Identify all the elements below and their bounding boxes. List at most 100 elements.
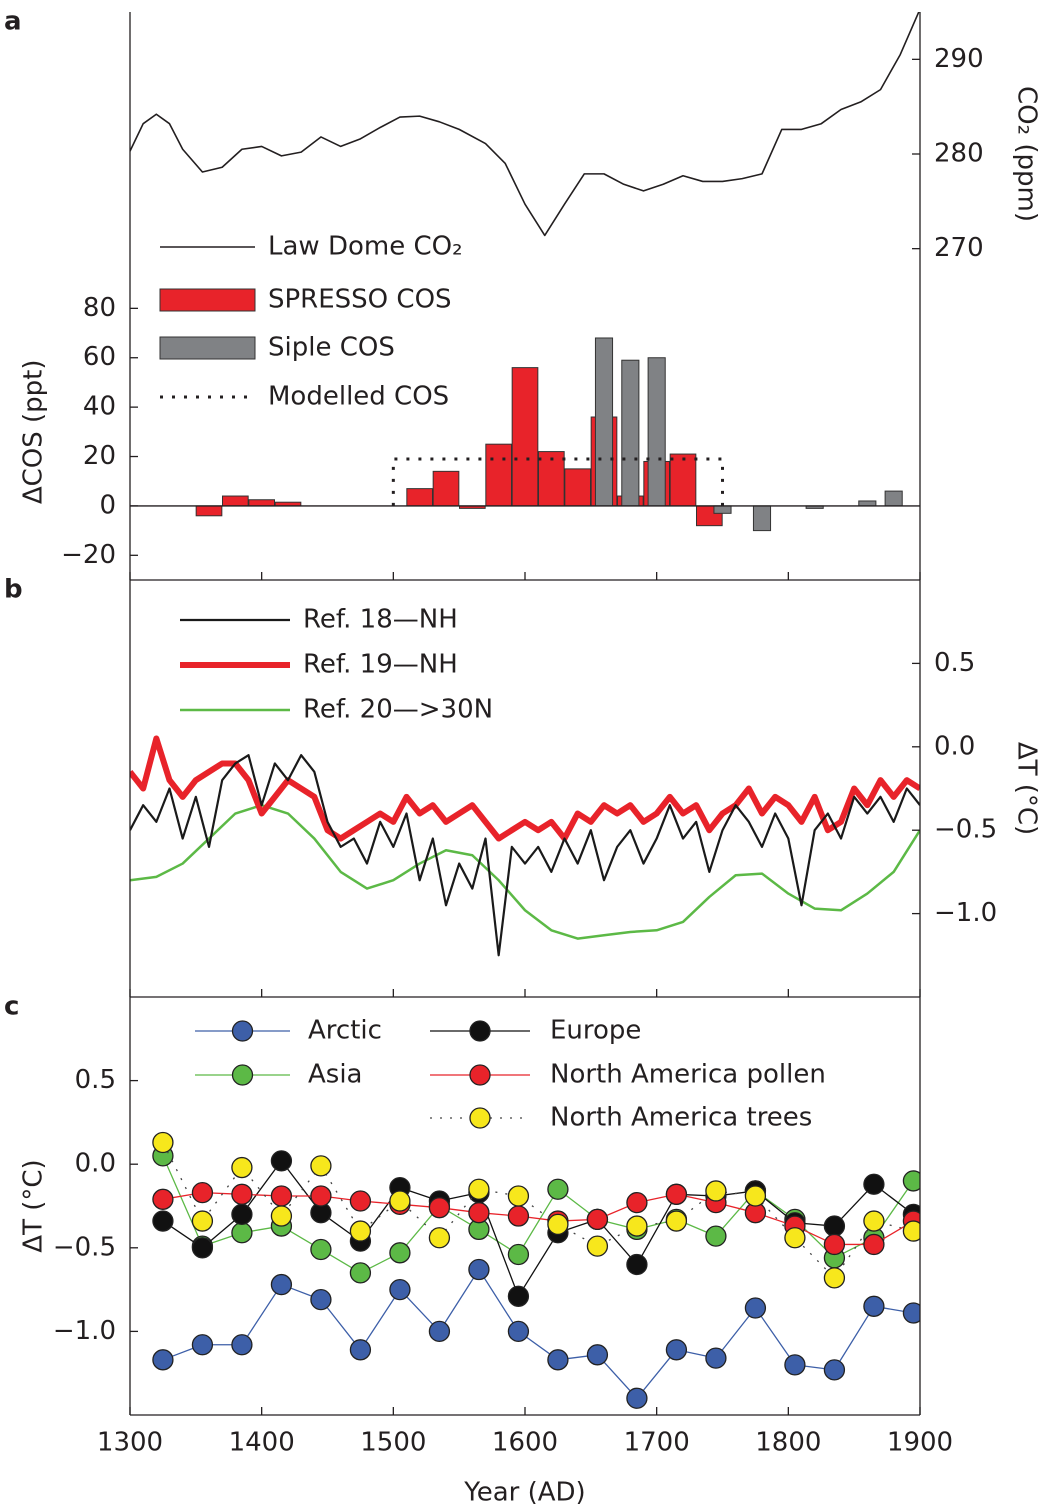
legend-swatch (159, 336, 256, 360)
y-tick-label: −20 (61, 540, 116, 570)
bar (884, 490, 903, 507)
marker (705, 1180, 727, 1202)
legend-label: Siple COS (268, 333, 395, 363)
y-tick-label: 290 (934, 44, 984, 74)
marker (863, 1295, 885, 1317)
marker (428, 1197, 451, 1219)
marker (231, 1156, 253, 1179)
bar (248, 499, 276, 507)
bar (432, 470, 460, 507)
bar (594, 337, 614, 507)
y-tick-label: −0.5 (934, 815, 997, 845)
marker (468, 1258, 490, 1281)
marker (863, 1233, 885, 1256)
marker (586, 1235, 609, 1257)
marker (744, 1185, 767, 1207)
legend-swatch (159, 288, 256, 312)
axis-label: CO₂ (ppm) (1012, 86, 1042, 222)
marker (310, 1155, 332, 1177)
marker (547, 1213, 569, 1236)
marker (191, 1334, 214, 1356)
x-tick-label: 1800 (755, 1428, 821, 1458)
series-line (130, 735, 920, 842)
y-tick-label: 0 (99, 490, 116, 520)
marker (863, 1173, 885, 1195)
y-tick-label: 0.0 (75, 1149, 116, 1179)
marker (626, 1192, 648, 1214)
marker (626, 1215, 648, 1237)
marker (705, 1347, 727, 1369)
x-tick-label: 1500 (360, 1428, 426, 1458)
legend-label: SPRESSO COS (268, 285, 452, 315)
bar (621, 359, 640, 507)
marker (823, 1359, 846, 1381)
marker (231, 1334, 253, 1356)
marker (586, 1344, 609, 1366)
legend-marker (469, 1020, 491, 1042)
marker (191, 1181, 214, 1204)
bar (537, 451, 565, 507)
marker (270, 1273, 293, 1296)
marker (626, 1253, 648, 1276)
legend-marker (469, 1064, 491, 1086)
marker (270, 1150, 293, 1172)
marker (468, 1178, 490, 1200)
legend-label: Asia (308, 1060, 363, 1090)
marker (784, 1227, 806, 1249)
marker (152, 1349, 174, 1371)
y-tick-label: −1.0 (934, 898, 997, 928)
marker (231, 1203, 253, 1226)
legend-label: North America trees (550, 1103, 812, 1133)
series-line (130, 754, 920, 957)
marker (231, 1222, 253, 1244)
legend-marker (469, 1107, 491, 1129)
y-tick-label: 80 (83, 293, 116, 323)
y-tick-label: 20 (83, 441, 116, 471)
y-tick-label: 40 (83, 392, 116, 422)
bar (485, 443, 513, 507)
marker (349, 1220, 372, 1242)
x-tick-label: 1700 (624, 1428, 690, 1458)
marker (428, 1227, 451, 1249)
marker (270, 1205, 293, 1227)
marker (349, 1190, 372, 1212)
panel-b-data (130, 735, 920, 957)
x-tick-label: 1400 (229, 1428, 295, 1458)
marker (152, 1131, 174, 1154)
series-line (130, 12, 920, 237)
marker (389, 1278, 411, 1301)
legend-label: North America pollen (550, 1060, 826, 1090)
bar (669, 453, 697, 507)
y-tick-label: 0.5 (75, 1065, 116, 1095)
y-tick-label: 60 (83, 342, 116, 372)
y-tick-label: −0.5 (53, 1232, 116, 1262)
panel-c-data (152, 1131, 920, 1409)
bar (713, 505, 732, 514)
bar (406, 488, 434, 507)
panel-a-data (130, 12, 920, 532)
marker (310, 1185, 332, 1207)
legend-label: Ref. 18—NH (303, 605, 458, 635)
marker (231, 1183, 253, 1205)
legend-label: Europe (550, 1016, 641, 1046)
marker (191, 1237, 214, 1259)
legend-label: Modelled COS (268, 382, 449, 412)
bar (564, 468, 592, 507)
panel-label: c (4, 992, 19, 1022)
marker (626, 1387, 648, 1409)
axis-label: ΔCOS (ppt) (19, 359, 49, 504)
marker (507, 1285, 530, 1307)
panel-label: a (4, 7, 22, 37)
axis-label: ΔT (°C) (1012, 742, 1042, 835)
marker (152, 1210, 174, 1232)
bar (752, 505, 772, 532)
marker (349, 1339, 372, 1361)
marker (310, 1238, 332, 1261)
x-axis-label: Year (AD) (463, 1478, 585, 1508)
legend-marker (231, 1020, 254, 1042)
marker (507, 1243, 530, 1266)
marker (389, 1242, 411, 1264)
marker (823, 1233, 846, 1256)
x-tick-label: 1300 (97, 1428, 163, 1458)
panel-label: b (4, 575, 23, 605)
